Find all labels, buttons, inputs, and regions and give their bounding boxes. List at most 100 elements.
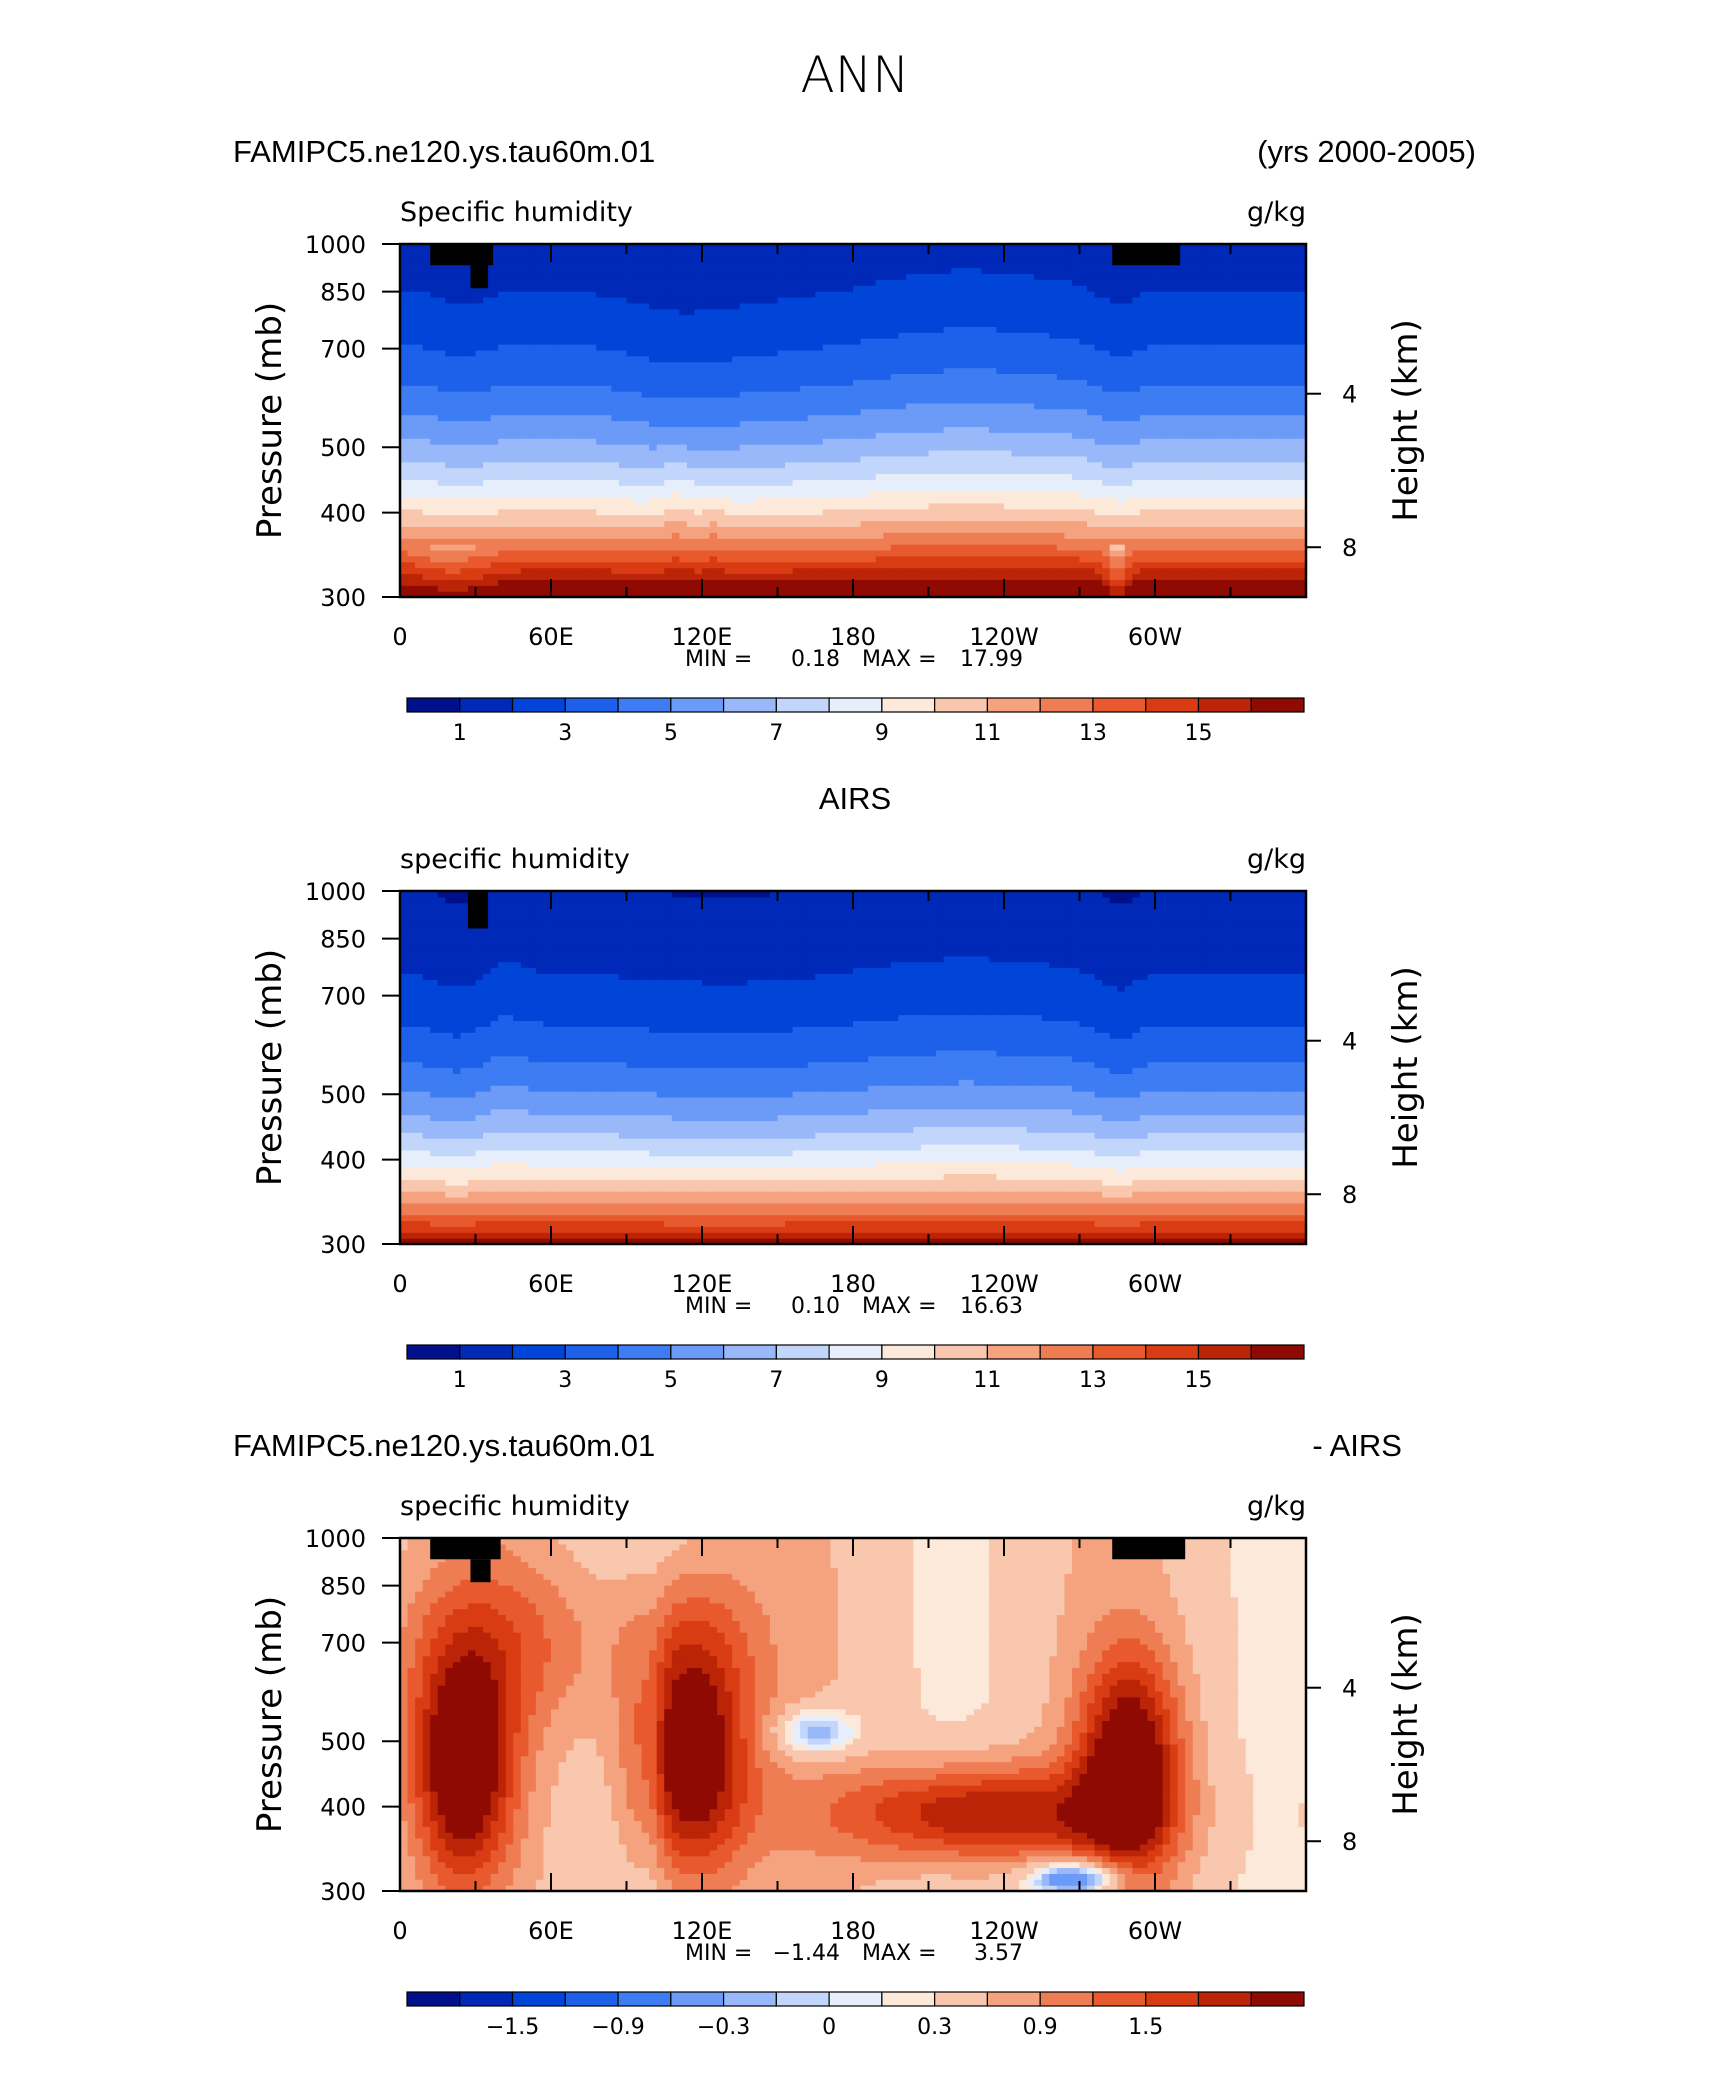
contour-cell [664, 491, 672, 497]
contour-cell [1147, 444, 1155, 450]
contour-cell [483, 532, 491, 538]
contour-cell [551, 562, 559, 568]
contour-cell [921, 368, 929, 374]
contour-cell [1246, 432, 1254, 438]
contour-cell [1012, 373, 1020, 379]
panel-title-right: (yrs 2000-2005) [1257, 134, 1476, 169]
contour-cell [1049, 509, 1057, 515]
contour-cell [1057, 391, 1065, 397]
contour-cell [430, 556, 438, 562]
contour-cell [1163, 491, 1171, 497]
contour-cell [1208, 379, 1216, 385]
contour-cell [559, 368, 567, 374]
contour-cell [611, 491, 619, 497]
contour-cell [936, 526, 944, 532]
contour-cell [1246, 515, 1254, 521]
contour-cell [815, 503, 823, 509]
contour-cell [906, 497, 914, 503]
contour-cell [1155, 573, 1163, 579]
contour-cell [589, 585, 597, 591]
contour-cell [1261, 479, 1269, 485]
contour-cell [664, 444, 672, 450]
contour-cell [596, 356, 604, 362]
contour-cell [445, 468, 453, 474]
contour-cell [1276, 403, 1284, 409]
contour-cell [853, 426, 861, 432]
contour-cell [891, 385, 899, 391]
contour-cell [1064, 544, 1072, 550]
contour-cell [460, 562, 468, 568]
contour-cell [574, 473, 582, 479]
contour-cell [891, 391, 899, 397]
contour-cell [981, 497, 989, 503]
contour-cell [921, 485, 929, 491]
contour-cell [491, 397, 499, 403]
contour-cell [838, 403, 846, 409]
contour-cell [785, 544, 793, 550]
contour-cell [1057, 379, 1065, 385]
contour-cell [861, 544, 869, 550]
contour-cell [1193, 509, 1201, 515]
contour-cell [498, 456, 506, 462]
contour-cell [574, 426, 582, 432]
contour-cell [1261, 532, 1269, 538]
contour-cell [1095, 391, 1103, 397]
contour-cell [521, 479, 529, 485]
contour-cell [1012, 509, 1020, 515]
contour-cell [838, 356, 846, 362]
contour-cell [528, 462, 536, 468]
contour-cell [1208, 415, 1216, 421]
contour-cell [845, 379, 853, 385]
contour-cell [498, 556, 506, 562]
contour-cell [929, 385, 937, 391]
contour-cell [1019, 432, 1027, 438]
contour-cell [883, 444, 891, 450]
contour-cell [1231, 409, 1239, 415]
contour-cell [1087, 362, 1095, 368]
contour-cell [1087, 568, 1095, 574]
contour-cell [876, 526, 884, 532]
contour-cell [1004, 568, 1012, 574]
contour-cell [1132, 509, 1140, 515]
contour-cell [936, 373, 944, 379]
contour-cell [1208, 556, 1216, 562]
contour-cell [959, 356, 967, 362]
contour-cell [513, 450, 521, 456]
contour-cell [468, 509, 476, 515]
contour-cell [1080, 379, 1088, 385]
contour-cell [611, 544, 619, 550]
contour-cell [559, 503, 567, 509]
contour-cell [415, 391, 423, 397]
contour-cell [936, 450, 944, 456]
contour-cell [1027, 356, 1035, 362]
contour-cell [1170, 532, 1178, 538]
contour-cell [476, 568, 484, 574]
contour-cell [1080, 544, 1088, 550]
contour-cell [1012, 409, 1020, 415]
contour-cell [430, 415, 438, 421]
contour-cell [747, 468, 755, 474]
contour-cell [1246, 356, 1254, 362]
contour-cell [1132, 462, 1140, 468]
contour-cell [619, 373, 627, 379]
contour-cell [642, 409, 650, 415]
contour-cell [1140, 526, 1148, 532]
contour-cell [1208, 438, 1216, 444]
contour-cell [1027, 362, 1035, 368]
contour-cell [1170, 391, 1178, 397]
contour-cell [559, 444, 567, 450]
contour-cell [702, 579, 710, 585]
contour-cell [778, 373, 786, 379]
contour-cell [1283, 397, 1291, 403]
contour-cell [1080, 409, 1088, 415]
contour-cell [710, 521, 718, 527]
contour-cell [498, 379, 506, 385]
contour-cell [566, 438, 574, 444]
contour-cell [679, 444, 687, 450]
contour-cell [1004, 462, 1012, 468]
contour-cell [996, 391, 1004, 397]
contour-cell [536, 362, 544, 368]
contour-cell [740, 356, 748, 362]
contour-cell [747, 462, 755, 468]
contour-cell [762, 438, 770, 444]
